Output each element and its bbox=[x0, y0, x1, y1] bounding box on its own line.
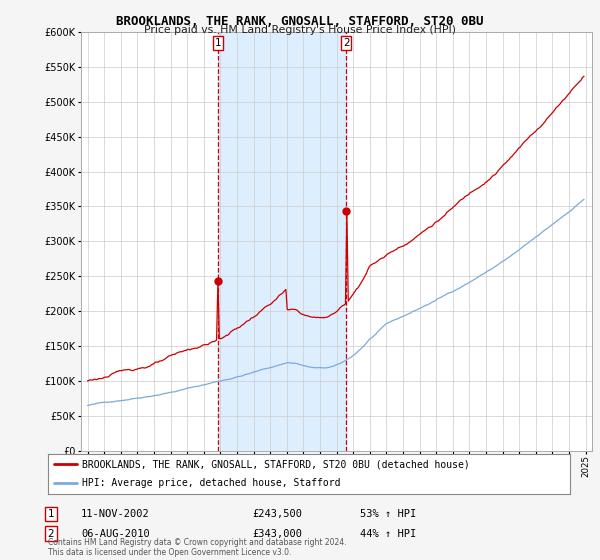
Text: 1: 1 bbox=[215, 38, 221, 48]
Text: Price paid vs. HM Land Registry's House Price Index (HPI): Price paid vs. HM Land Registry's House … bbox=[144, 25, 456, 35]
Text: BROOKLANDS, THE RANK, GNOSALL, STAFFORD, ST20 0BU: BROOKLANDS, THE RANK, GNOSALL, STAFFORD,… bbox=[116, 15, 484, 27]
Text: Contains HM Land Registry data © Crown copyright and database right 2024.
This d: Contains HM Land Registry data © Crown c… bbox=[48, 538, 347, 557]
Text: HPI: Average price, detached house, Stafford: HPI: Average price, detached house, Staf… bbox=[82, 478, 340, 488]
Text: 44% ↑ HPI: 44% ↑ HPI bbox=[360, 529, 416, 539]
Text: 2: 2 bbox=[343, 38, 350, 48]
Text: BROOKLANDS, THE RANK, GNOSALL, STAFFORD, ST20 0BU (detached house): BROOKLANDS, THE RANK, GNOSALL, STAFFORD,… bbox=[82, 460, 470, 469]
Text: £343,000: £343,000 bbox=[252, 529, 302, 539]
Text: 06-AUG-2010: 06-AUG-2010 bbox=[81, 529, 150, 539]
Text: 2: 2 bbox=[47, 529, 55, 539]
Text: 53% ↑ HPI: 53% ↑ HPI bbox=[360, 509, 416, 519]
Text: 11-NOV-2002: 11-NOV-2002 bbox=[81, 509, 150, 519]
Bar bbox=[218, 32, 346, 451]
Text: £243,500: £243,500 bbox=[252, 509, 302, 519]
Text: 1: 1 bbox=[47, 509, 55, 519]
